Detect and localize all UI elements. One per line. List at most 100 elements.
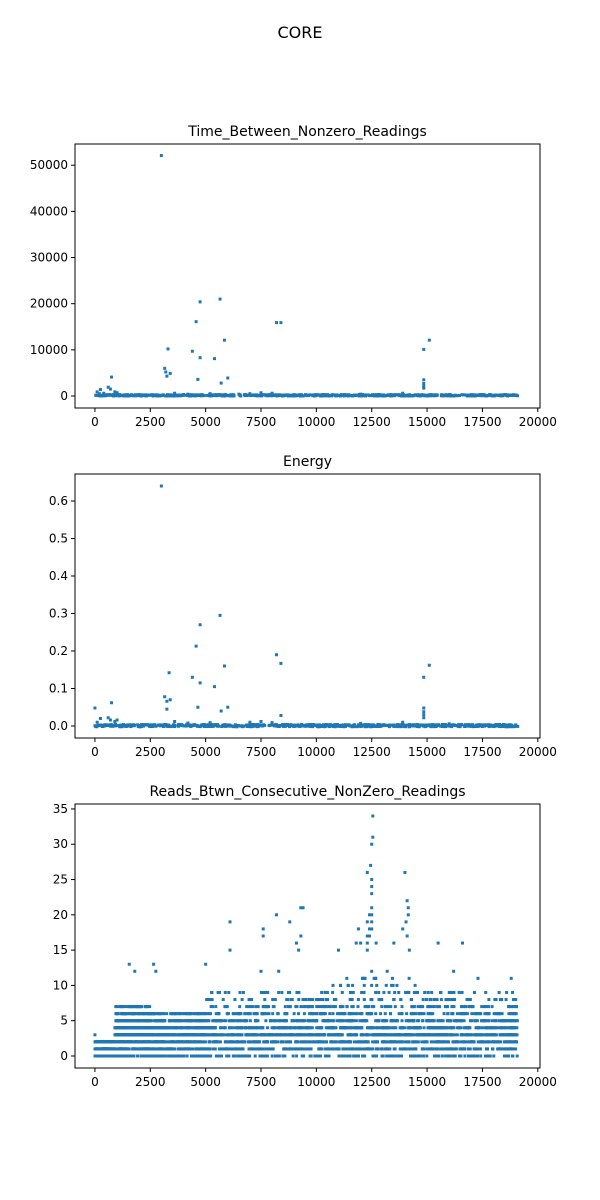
scatter-point [506, 1033, 510, 1037]
scatter-point [434, 1047, 438, 1051]
scatter-point [219, 709, 223, 713]
scatter-point [252, 1026, 256, 1030]
scatter-point [334, 1026, 338, 1030]
scatter-point [205, 998, 209, 1002]
scatter-point [284, 724, 288, 728]
scatter-point [163, 366, 167, 370]
scatter-point [398, 1054, 402, 1058]
scatter-point [279, 1040, 283, 1044]
scatter-point [171, 723, 175, 727]
scatter-point [470, 1012, 474, 1016]
scatter-point [298, 724, 302, 728]
scatter-point [96, 724, 100, 728]
scatter-point [289, 1033, 293, 1037]
scatter-point [256, 393, 260, 397]
scatter-point [338, 1040, 342, 1044]
scatter-point [132, 1047, 136, 1051]
scatter-point [221, 998, 225, 1002]
scatter-point [474, 724, 478, 728]
scatter-point [206, 1054, 210, 1058]
scatter-point [117, 1033, 121, 1037]
scatter-point [432, 1033, 436, 1037]
scatter-point [422, 378, 426, 382]
scatter-point [331, 1005, 335, 1009]
scatter-point [495, 1040, 499, 1044]
energy-panel: Energy 0 2500 5000 7500 10000 12500 15000 17500… [49, 454, 557, 759]
scatter-point [395, 1019, 399, 1023]
scatter-point [459, 1040, 463, 1044]
scatter-point [504, 1054, 508, 1058]
scatter-point [218, 297, 222, 301]
scatter-point [346, 983, 350, 987]
scatter-point [196, 1019, 200, 1023]
scatter-point [169, 1026, 173, 1030]
scatter-point [118, 725, 122, 729]
scatter-point [119, 1019, 123, 1023]
scatter-point [180, 723, 184, 727]
scatter-point [449, 1047, 453, 1051]
scatter-point [123, 1026, 127, 1030]
scatter-point [315, 1026, 319, 1030]
scatter-point [292, 393, 296, 397]
scatter-point [494, 1019, 498, 1023]
scatter-point [196, 1026, 200, 1030]
scatter-point [454, 1047, 458, 1051]
scatter-point [110, 701, 114, 705]
scatter-point [487, 1054, 491, 1058]
scatter-point [186, 1026, 190, 1030]
scatter-point [124, 1019, 128, 1023]
scatter-point [157, 1026, 161, 1030]
scatter-point [440, 1033, 444, 1037]
scatter-point [390, 976, 394, 980]
scatter-point [389, 723, 393, 727]
scatter-point [190, 1033, 194, 1037]
scatter-point [349, 1040, 353, 1044]
scatter-point [400, 1054, 404, 1058]
scatter-point [220, 725, 224, 729]
scatter-point [394, 393, 398, 397]
scatter-point [465, 1012, 469, 1016]
scatter-point [441, 1026, 445, 1030]
scatter-point [348, 1054, 352, 1058]
scatter-point [183, 1033, 187, 1037]
scatter-point [153, 1033, 157, 1037]
scatter-point [299, 1005, 303, 1009]
scatter-point [247, 1047, 251, 1051]
scatter-point [300, 1033, 304, 1037]
scatter-point [239, 724, 243, 728]
scatter-point [171, 1012, 175, 1016]
scatter-point [142, 1047, 146, 1051]
scatter-point [480, 1026, 484, 1030]
scatter-point [404, 990, 408, 994]
scatter-point [340, 1033, 344, 1037]
scatter-point [296, 724, 300, 728]
scatter-point [281, 1040, 285, 1044]
scatter-point [216, 1033, 220, 1037]
scatter-point [110, 375, 114, 379]
scatter-point [408, 1033, 412, 1037]
scatter-point [422, 706, 426, 710]
scatter-point [162, 1047, 166, 1051]
scatter-point [401, 724, 405, 728]
scatter-point [286, 998, 290, 1002]
scatter-point [218, 1047, 222, 1051]
scatter-point [460, 393, 464, 397]
scatter-point [231, 1026, 235, 1030]
scatter-point [512, 1026, 516, 1030]
scatter-point [382, 394, 386, 398]
scatter-point [138, 1040, 142, 1044]
scatter-point [214, 1054, 218, 1058]
scatter-point [316, 1054, 320, 1058]
scatter-point [147, 393, 151, 397]
scatter-point [401, 391, 405, 395]
scatter-point [372, 1054, 376, 1058]
scatter-point [149, 1019, 153, 1023]
scatter-point [407, 976, 411, 980]
scatter-point [138, 1047, 142, 1051]
scatter-point [323, 1047, 327, 1051]
scatter-point [407, 725, 411, 729]
scatter-point [267, 724, 271, 728]
scatter-point [305, 723, 309, 727]
scatter-point [333, 1033, 337, 1037]
scatter-point [374, 1054, 378, 1058]
